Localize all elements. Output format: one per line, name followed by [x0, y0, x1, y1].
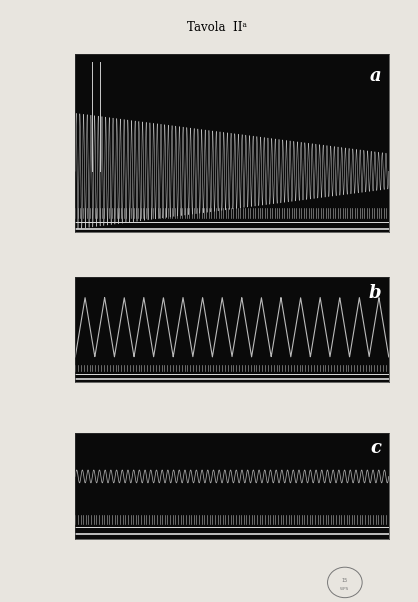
- Text: 15: 15: [342, 579, 348, 583]
- Text: a: a: [369, 67, 381, 85]
- Text: c: c: [370, 439, 381, 457]
- Text: WPS: WPS: [340, 587, 349, 591]
- Text: Tavola  IIᵃ: Tavola IIᵃ: [187, 21, 247, 34]
- Text: b: b: [368, 284, 381, 302]
